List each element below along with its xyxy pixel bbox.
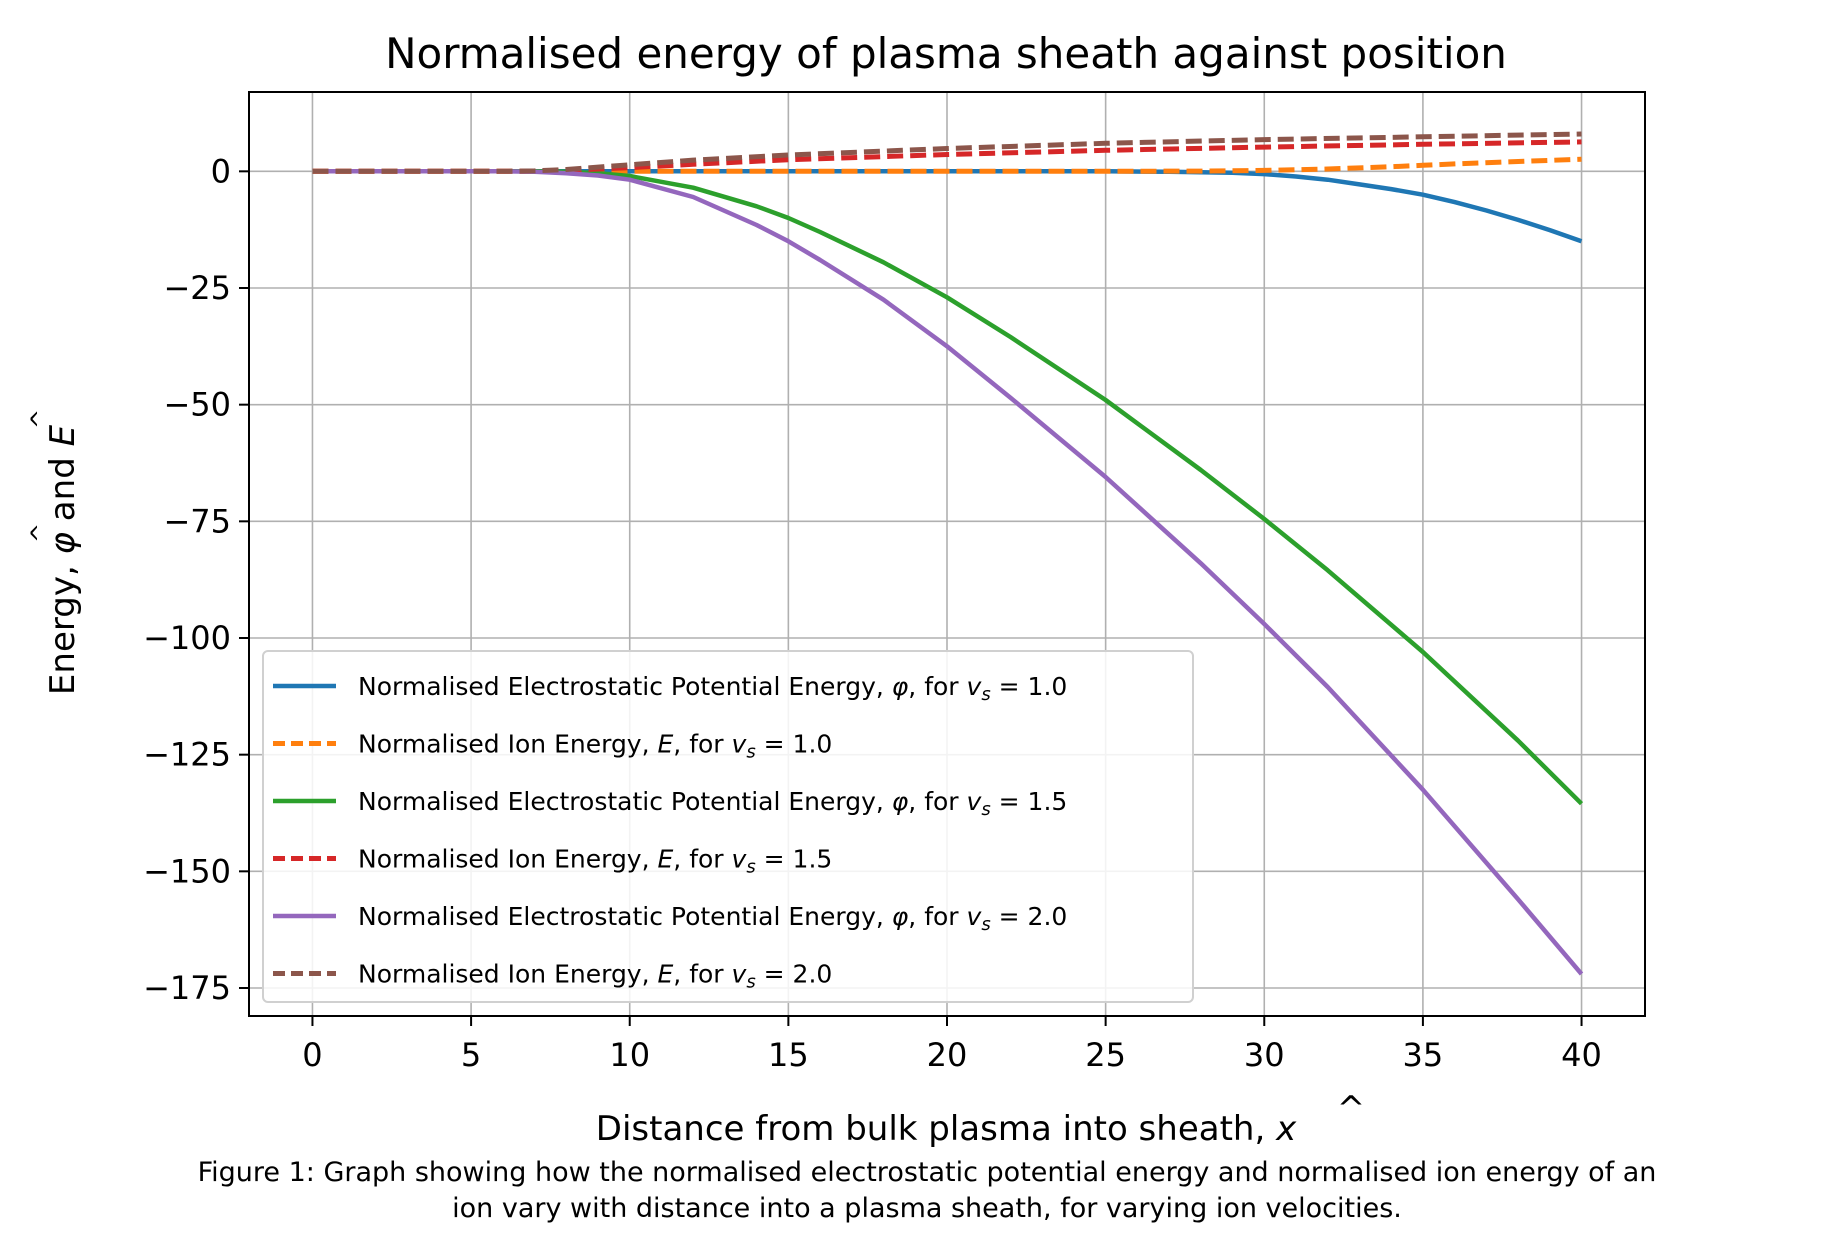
y-tick-label: −150 [143,852,231,890]
legend-entry-label: Normalised Ion Energy, E, for vs = 2.0 [358,960,832,993]
x-tick-label: 10 [609,1036,650,1074]
x-tick-label: 30 [1244,1036,1285,1074]
series-layer [312,131,1584,976]
legend-entry-label: Normalised Electrostatic Potential Energ… [358,902,1067,935]
legend-entry-label: Normalised Ion Energy, E, for vs = 1.0 [358,730,832,763]
chart-title: Normalised energy of plasma sheath again… [385,29,1507,78]
x-tick-label: 25 [1085,1036,1126,1074]
y-tick-label: −25 [163,269,231,307]
x-tick-label: 15 [768,1036,809,1074]
x-tick-label: 0 [302,1036,322,1074]
legend-entry-label: Normalised Electrostatic Potential Energ… [358,672,1067,705]
y-tick-label: −125 [143,736,231,774]
y-axis-label: Energy, φ and E [43,424,83,695]
x-tick-label: 20 [927,1036,968,1074]
x-tick-label: 5 [461,1036,481,1074]
legend-entry-label: Normalised Electrostatic Potential Energ… [358,787,1067,820]
legend-entry-label: Normalised Ion Energy, E, for vs = 1.5 [358,845,832,878]
x-axis-label: Distance from bulk plasma into sheath, x [596,1109,1297,1149]
y-tick-label: −100 [143,619,231,657]
x-tick-label: 40 [1561,1036,1602,1074]
series-line-2 [312,156,1582,174]
legend: Normalised Electrostatic Potential Energ… [262,650,1194,1003]
y-axis-label-hat-1: ^ [26,523,54,543]
y-tick-label: −50 [163,386,231,424]
axis-ticks: 0 5 10 15 20 25 30 35 40 0 −25 −50 −75 −100 −125 −150 −1… [143,152,1602,1074]
y-axis-label-hat-2: ^ [26,409,54,429]
y-tick-label: −75 [163,502,231,540]
legend-box [262,650,1194,1003]
x-axis-label-hat: ^ [1337,1089,1366,1129]
y-tick-label: −175 [143,969,231,1007]
series-line-6 [312,131,1582,174]
figure-caption-line-1: Figure 1: Graph showing how the normalis… [198,1157,1657,1188]
x-tick-label: 35 [1403,1036,1444,1074]
svg-text:Energy, φ and E: Energy, φ and E [43,424,83,695]
figure-caption-line-2: ion vary with distance into a plasma she… [452,1193,1402,1224]
y-tick-label: 0 [211,152,231,190]
